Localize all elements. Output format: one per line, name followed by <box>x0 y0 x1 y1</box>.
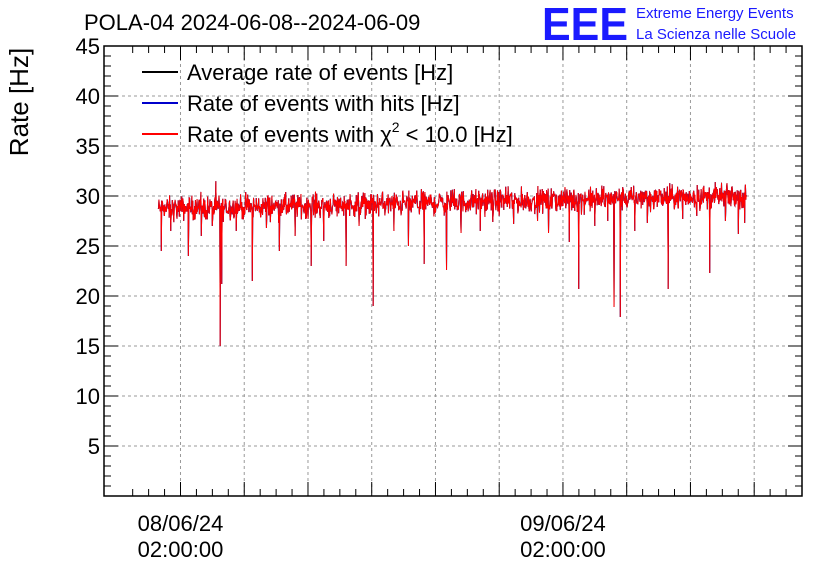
x-tick-time: 02:00:00 <box>138 537 224 562</box>
plot-frame <box>103 45 803 497</box>
series-line-chi2 <box>157 181 747 347</box>
x-tick-time: 02:00:00 <box>520 537 606 562</box>
brand-line-2: La Scienza nelle Scuole <box>636 26 796 43</box>
y-tick-label: 25 <box>76 234 100 259</box>
y-tick-label: 10 <box>76 384 100 409</box>
brand-line-1: Extreme Energy Events <box>636 5 794 22</box>
y-tick-label: 15 <box>76 334 100 359</box>
x-tick-date: 09/06/24 <box>520 511 606 536</box>
y-tick-label: 40 <box>76 84 100 109</box>
y-tick-label: 20 <box>76 284 100 309</box>
chart-title: POLA-04 2024-06-08--2024-06-09 <box>84 10 420 35</box>
eee-logo: EEE <box>542 0 628 50</box>
legend-label-hits: Rate of events with hits [Hz] <box>187 91 460 116</box>
y-tick-label: 35 <box>76 134 100 159</box>
axes <box>103 45 803 497</box>
y-tick-label: 45 <box>76 34 100 59</box>
y-ticks: 5 10 15 20 25 30 35 40 45 <box>76 34 802 487</box>
legend-label-chi2: Rate of events with χ2 < 10.0 [Hz] <box>187 119 513 147</box>
eee-logo-text: EEE <box>542 0 628 50</box>
x-tick-date: 08/06/24 <box>138 511 224 536</box>
legend: Average rate of events [Hz] Rate of even… <box>142 60 513 147</box>
y-axis-label: Rate [Hz] <box>4 48 34 156</box>
y-tick-label: 30 <box>76 184 100 209</box>
series-layer <box>157 181 747 347</box>
y-tick-label: 5 <box>88 434 100 459</box>
legend-label-average: Average rate of events [Hz] <box>187 60 453 85</box>
